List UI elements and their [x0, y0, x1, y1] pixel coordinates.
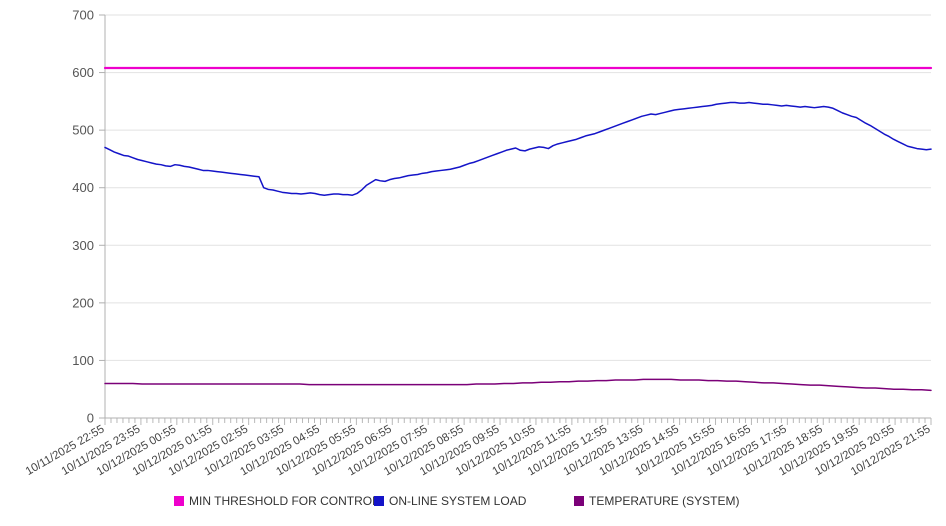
series-line: [104, 101, 932, 196]
data-series-group: [103, 66, 933, 392]
y-tick-label: 500: [72, 123, 94, 138]
y-tick-label: 300: [72, 238, 94, 253]
y-tick-label: 700: [72, 8, 94, 23]
legend-label: MIN THRESHOLD FOR CONTROL: [189, 494, 379, 508]
y-tick-label: 400: [72, 180, 94, 195]
x-axis-tick-marks: [104, 418, 932, 425]
gridlines: [99, 14, 931, 419]
y-tick-label: 100: [72, 353, 94, 368]
y-tick-label: 600: [72, 65, 94, 80]
legend-label: ON-LINE SYSTEM LOAD: [389, 494, 527, 508]
series-line: [104, 378, 932, 392]
axis-lines: [104, 15, 931, 419]
legend-swatch: [574, 496, 584, 506]
y-tick-label: 0: [87, 411, 94, 426]
legend-label: TEMPERATURE (SYSTEM): [589, 494, 739, 508]
chart-legend: MIN THRESHOLD FOR CONTROL ON-LINE SYSTEM …: [174, 494, 739, 508]
y-tick-label: 200: [72, 295, 94, 310]
y-axis-tick-labels: 0 100 200 300 400 500 600 700: [72, 8, 94, 426]
legend-swatch: [174, 496, 184, 506]
legend-swatch: [374, 496, 384, 506]
